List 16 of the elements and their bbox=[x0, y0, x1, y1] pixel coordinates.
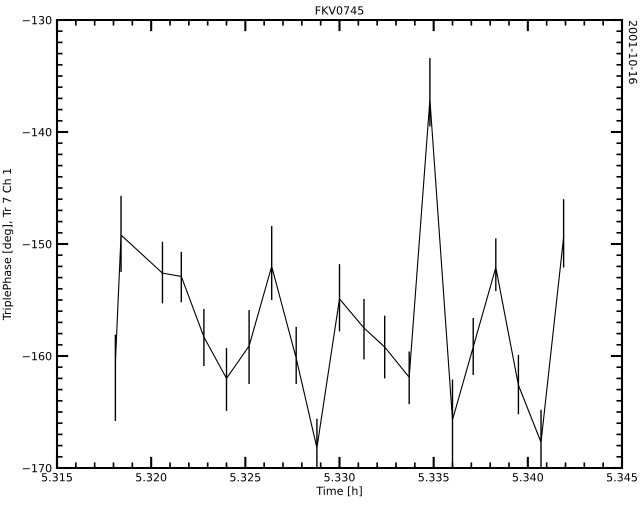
x-axis-title: Time [h] bbox=[316, 486, 362, 496]
x-tick-label: 5.330 bbox=[324, 473, 355, 482]
x-tick-label: 5.340 bbox=[512, 473, 543, 482]
x-tick-label: 5.325 bbox=[230, 473, 260, 482]
x-tick-label: 5.345 bbox=[606, 473, 637, 482]
x-tick-label: 5.320 bbox=[136, 473, 166, 482]
y-tick-label: −130 bbox=[22, 16, 52, 24]
y-axis-title: TriplePhase [deg], Tr 7 Ch 1 bbox=[2, 168, 14, 320]
y-tick-label: −160 bbox=[22, 352, 52, 360]
x-tick-label: 5.315 bbox=[42, 473, 72, 482]
y-tick-label: −170 bbox=[22, 464, 52, 472]
chart-title: FKV0745 bbox=[316, 6, 364, 15]
x-tick-label: 5.335 bbox=[418, 473, 449, 482]
text: 2001-10-16 bbox=[628, 20, 638, 84]
y-tick-label: −140 bbox=[22, 128, 52, 136]
y-tick-label: −150 bbox=[22, 240, 52, 248]
